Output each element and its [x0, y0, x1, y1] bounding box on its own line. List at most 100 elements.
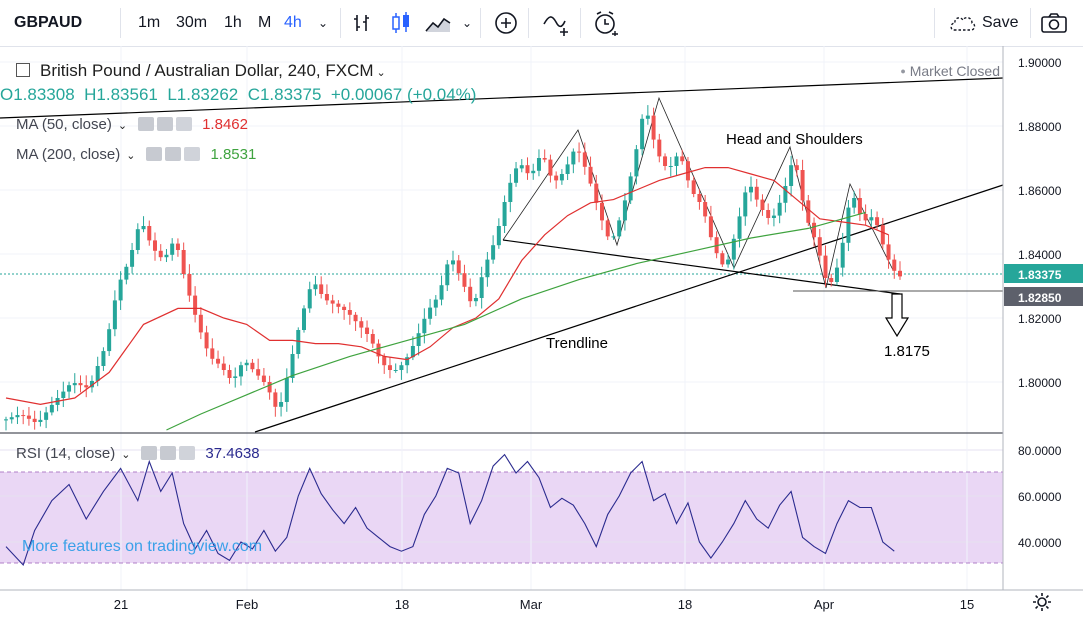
toolbar-divider: [580, 8, 581, 38]
candle-body: [193, 295, 198, 315]
candle-body: [600, 202, 604, 221]
watermark-link[interactable]: More features on tradingview.com: [22, 538, 262, 555]
rsi-label: RSI (14, close): [16, 445, 116, 462]
interval-1m[interactable]: 1m: [138, 14, 161, 31]
candle-body: [445, 264, 450, 286]
candle-body: [296, 330, 301, 354]
toolbar-divider: [934, 8, 935, 38]
interval-4h[interactable]: 4h: [284, 14, 302, 31]
add-indicator-icon[interactable]: [494, 11, 518, 35]
candle-body: [393, 370, 398, 371]
ma200-legend-row[interactable]: MA (200, close) ⌄ 1.8531: [16, 146, 256, 163]
candle-body: [319, 284, 324, 294]
rsi-legend-row[interactable]: RSI (14, close) ⌄ 37.4638: [16, 445, 260, 462]
candle-body: [118, 279, 123, 301]
interval-dropdown-icon[interactable]: ⌄: [318, 16, 329, 30]
save-button[interactable]: Save: [982, 14, 1019, 31]
down-arrow-icon: [884, 293, 910, 338]
moving-averages: [5, 167, 889, 431]
candle-body: [382, 356, 387, 366]
interval-1h[interactable]: 1h: [224, 14, 242, 31]
candle-body: [668, 166, 673, 167]
chart-canvas[interactable]: 1.90000 1.88000 1.86000 1.84000 1.82000 1.800…: [0, 46, 1083, 624]
candle-body: [846, 207, 851, 243]
candle-body: [107, 329, 112, 352]
candle-body: [273, 392, 278, 407]
candle-body: [536, 158, 541, 171]
compare-icon[interactable]: [542, 12, 572, 36]
candle-body: [451, 260, 455, 265]
toolbar-divider: [120, 8, 121, 38]
candle-body: [605, 220, 610, 237]
candle-body: [674, 156, 679, 166]
candle-body: [38, 419, 43, 422]
candle-body: [863, 214, 868, 221]
style-dropdown-icon[interactable]: ⌄: [462, 16, 473, 30]
candle-body: [141, 226, 146, 230]
candle-body: [95, 366, 100, 381]
rsi-dropdown-icon[interactable]: ⌄: [121, 449, 131, 461]
candle-body: [370, 334, 375, 344]
candle-body: [101, 351, 106, 366]
interval-30m[interactable]: 30m: [176, 14, 208, 31]
candle-body: [852, 198, 857, 208]
candle-body: [302, 308, 306, 330]
candle-body: [44, 412, 49, 420]
candle-body: [777, 202, 782, 216]
candle-body: [794, 165, 799, 170]
candle-body: [840, 242, 845, 268]
settings-icon[interactable]: [160, 446, 177, 460]
candle-body: [766, 210, 771, 218]
area-style-icon[interactable]: [424, 14, 452, 34]
upper-channel-line: [0, 77, 1004, 119]
settings-icon[interactable]: [157, 117, 174, 131]
candle-body: [216, 358, 221, 364]
candle-body: [685, 161, 690, 181]
candle-body: [645, 115, 650, 119]
settings-gear-icon[interactable]: [1033, 593, 1051, 611]
candle-body: [542, 158, 547, 160]
alert-clock-icon[interactable]: [592, 10, 620, 36]
camera-icon[interactable]: [1040, 12, 1068, 34]
candle-body: [284, 378, 289, 402]
candle-body: [875, 217, 880, 226]
candle-body: [61, 391, 66, 398]
close-icon[interactable]: [176, 117, 193, 131]
ma200-dropdown-icon[interactable]: ⌄: [126, 150, 136, 162]
candle-body: [405, 357, 410, 366]
eye-icon[interactable]: [146, 147, 163, 161]
candle-body: [812, 222, 817, 238]
bars-style-icon[interactable]: [352, 13, 374, 33]
candles-style-icon[interactable]: [390, 12, 412, 34]
collapse-icon[interactable]: [16, 63, 30, 77]
candle-body: [342, 306, 347, 310]
title-dropdown-icon[interactable]: ⌄: [376, 67, 386, 79]
candle-body: [353, 314, 358, 322]
candle-body: [708, 216, 713, 238]
close-icon[interactable]: [184, 147, 201, 161]
candle-body: [416, 333, 421, 346]
price-tag-neckline: 1.82850: [1004, 287, 1083, 306]
candle-body: [857, 198, 862, 214]
trendline: [254, 184, 1004, 433]
toolbar-divider: [1030, 8, 1031, 38]
settings-icon[interactable]: [165, 147, 182, 161]
candle-body: [313, 284, 318, 290]
eye-icon[interactable]: [141, 446, 158, 460]
ma50-legend-row[interactable]: MA (50, close) ⌄ 1.8462: [16, 116, 248, 133]
interval-M[interactable]: M: [258, 14, 272, 31]
candle-body: [571, 151, 576, 165]
candle-body: [267, 382, 272, 393]
price-tag-neckline-text: 1.82850: [1018, 291, 1062, 305]
candle-body: [559, 174, 564, 181]
symbol-search[interactable]: GBPAUD: [14, 14, 83, 31]
candle-body: [365, 327, 370, 334]
candle-body: [554, 175, 559, 181]
cloud-save-icon[interactable]: [946, 12, 978, 34]
axis-labels[interactable]: 1.90000 1.88000 1.86000 1.84000 1.82000 1.800…: [114, 56, 1062, 612]
ma50-dropdown-icon[interactable]: ⌄: [117, 120, 128, 132]
close-icon[interactable]: [179, 446, 196, 460]
eye-icon[interactable]: [138, 117, 155, 131]
candle-body: [347, 310, 352, 315]
symbol-title-row: British Pound / Australian Dollar, 240, …: [16, 61, 386, 81]
